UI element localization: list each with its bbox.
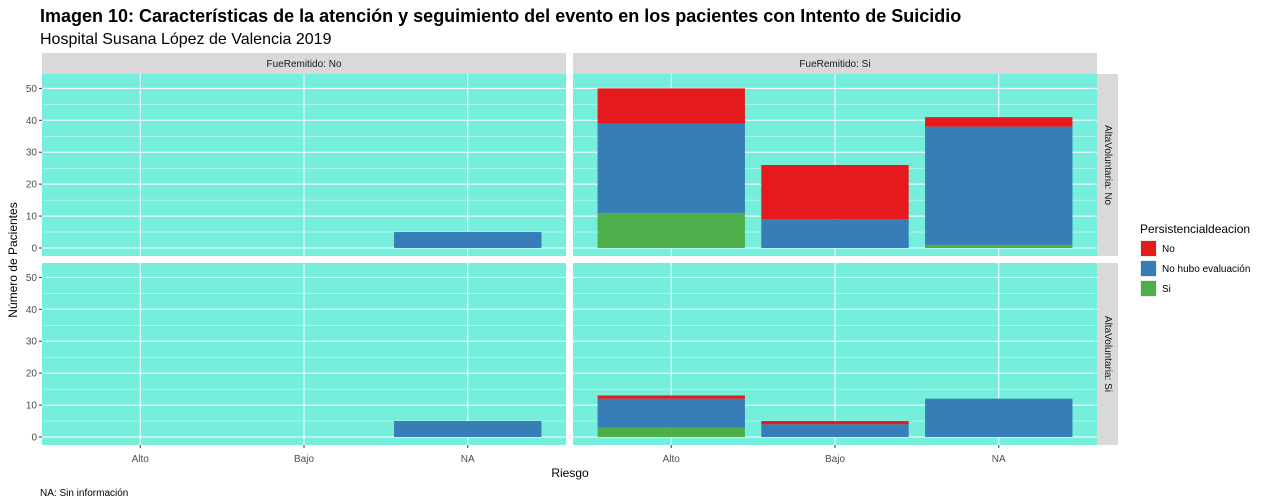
legend-title: Persistencialdeacion <box>1140 222 1250 236</box>
y-tick-label: 10 <box>26 212 38 223</box>
bar-segment <box>597 88 745 124</box>
bar-segment <box>761 421 909 425</box>
y-axis-title: Número de Pacientes <box>6 202 20 317</box>
y-tick-label: 50 <box>26 84 38 95</box>
bar-segment <box>597 427 745 437</box>
bar-segment <box>761 424 909 437</box>
facet-strip-label: FueRemitido: Si <box>799 59 870 70</box>
y-tick-label: 40 <box>26 116 38 127</box>
legend-label: No <box>1162 244 1175 255</box>
x-tick-label: Alto <box>132 454 150 465</box>
bar-segment <box>761 165 909 220</box>
caption: NA: Sin información <box>40 488 128 499</box>
chart-subtitle: Hospital Susana López de Valencia 2019 <box>40 31 332 48</box>
y-tick-label: 30 <box>26 148 38 159</box>
y-tick-label: 30 <box>26 337 38 348</box>
bar-segment <box>925 117 1073 127</box>
chart-title: Imagen 10: Características de la atenció… <box>40 6 961 26</box>
legend-swatch <box>1141 261 1156 276</box>
bar-segment <box>597 395 745 399</box>
x-tick-label: Bajo <box>825 454 845 465</box>
y-tick-label: 20 <box>26 180 38 191</box>
y-tick-label: 20 <box>26 369 38 380</box>
facet-strip-row <box>1097 74 1118 256</box>
bar-segment <box>925 126 1073 245</box>
facet-panel <box>573 74 1097 256</box>
bar-segment <box>597 398 745 428</box>
bar-segment <box>925 244 1073 248</box>
facet-panel <box>42 74 566 256</box>
facet-panel <box>42 263 566 445</box>
facet-strip-row <box>1097 263 1118 445</box>
x-tick-label: Bajo <box>294 454 314 465</box>
bar-segment <box>394 421 542 437</box>
facet-strip-label: AltaVoluntaria: No <box>1102 125 1113 205</box>
x-tick-label: NA <box>461 454 475 465</box>
legend: Persistencialdeacion No No hubo evaluació… <box>1140 222 1250 297</box>
bar-segment <box>597 212 745 248</box>
facet-panel <box>573 263 1097 445</box>
plot-area: FueRemitido: No FueRemitido: Si AltaVolunt… <box>26 53 1118 465</box>
bar-segment <box>394 232 542 248</box>
facet-strip-label: FueRemitido: No <box>266 59 341 70</box>
bar-segment <box>925 398 1073 437</box>
y-tick-label: 0 <box>31 244 37 255</box>
facet-strip-label: AltaVoluntaria: Si <box>1102 316 1113 392</box>
bar-segment <box>597 123 745 213</box>
x-axis-title: Riesgo <box>551 466 589 480</box>
y-tick-label: 0 <box>31 433 37 444</box>
facet-strip-col <box>42 53 566 74</box>
legend-swatch <box>1141 281 1156 296</box>
legend-label: No hubo evaluación <box>1162 264 1250 275</box>
facet-strip-col <box>573 53 1097 74</box>
y-tick-label: 10 <box>26 401 38 412</box>
y-tick-label: 50 <box>26 273 38 284</box>
x-tick-label: NA <box>992 454 1006 465</box>
legend-label: Si <box>1162 284 1171 295</box>
bar-segment <box>761 219 909 248</box>
x-tick-label: Alto <box>663 454 681 465</box>
legend-swatch <box>1141 241 1156 256</box>
y-tick-label: 40 <box>26 305 38 316</box>
